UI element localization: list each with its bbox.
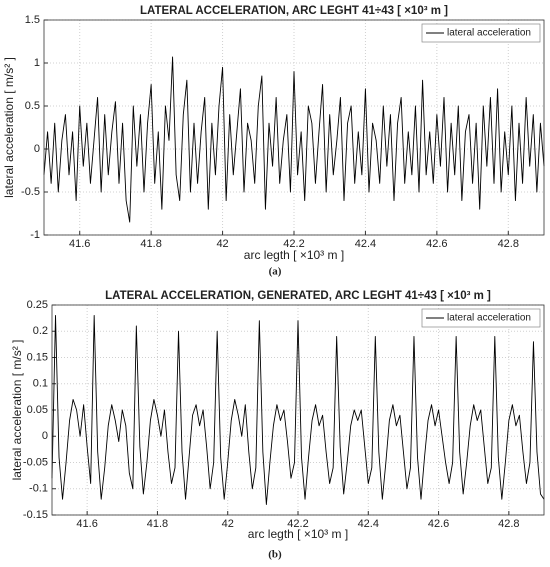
caption: (b) bbox=[268, 549, 282, 561]
x-tick-label: 42.6 bbox=[426, 238, 447, 250]
y-tick-label: 0 bbox=[34, 143, 40, 155]
x-tick-label: 42.6 bbox=[428, 518, 449, 530]
y-axis-label: lateral acceleration [ m/s² ] bbox=[2, 57, 16, 198]
y-tick-label: -0.1 bbox=[29, 483, 48, 495]
plot-frame bbox=[43, 19, 545, 236]
y-tick-label: 0.5 bbox=[25, 100, 40, 112]
y-tick-label: 0.05 bbox=[27, 404, 48, 416]
y-tick-label: -0.05 bbox=[23, 456, 48, 468]
y-tick-label: -0.5 bbox=[21, 186, 40, 198]
plot-area bbox=[44, 20, 544, 235]
x-tick-label: 41.6 bbox=[69, 238, 90, 250]
y-tick-label: 0.2 bbox=[33, 325, 48, 337]
x-tick-label: 42.8 bbox=[498, 238, 519, 250]
y-tick-label: -0.15 bbox=[23, 509, 48, 521]
data-line bbox=[51, 315, 545, 505]
x-axis-label: arc legth [ ×10³ m ] bbox=[244, 248, 344, 262]
y-tick-label: 1 bbox=[34, 57, 40, 69]
y-tick-label: 0.25 bbox=[27, 299, 48, 311]
y-axis-label: lateral acceleration [ m/s² ] bbox=[10, 340, 24, 481]
chart-title: LATERAL ACCELERATION, ARC LEGHT 41÷43 [ … bbox=[140, 5, 448, 17]
legend-box bbox=[421, 308, 541, 328]
data-line bbox=[43, 56, 545, 223]
caption: (a) bbox=[269, 266, 282, 278]
x-tick-label: 41.8 bbox=[140, 238, 161, 250]
x-axis-label: arc legth [ ×10³ m ] bbox=[248, 527, 348, 541]
y-tick-label: 0.15 bbox=[27, 351, 48, 363]
x-tick-label: 42.4 bbox=[355, 238, 376, 250]
legend-label: lateral acceleration bbox=[447, 28, 531, 39]
y-tick-label: 0.1 bbox=[33, 378, 48, 390]
y-tick-label: 0 bbox=[42, 430, 48, 442]
x-tick-label: 42 bbox=[222, 518, 234, 530]
x-tick-label: 41.8 bbox=[147, 518, 168, 530]
x-tick-label: 42.8 bbox=[498, 518, 519, 530]
x-tick-label: 42.2 bbox=[287, 518, 308, 530]
y-tick-label: -1 bbox=[30, 229, 40, 241]
legend-label: lateral acceleration bbox=[447, 313, 531, 324]
x-tick-label: 42 bbox=[216, 238, 228, 250]
x-tick-label: 42.4 bbox=[358, 518, 379, 530]
y-tick-label: 1.5 bbox=[25, 14, 40, 26]
x-tick-label: 42.2 bbox=[283, 238, 304, 250]
plot-frame bbox=[51, 304, 545, 516]
chart-title: LATERAL ACCELERATION, GENERATED, ARC LEG… bbox=[105, 290, 491, 302]
x-tick-label: 41.6 bbox=[76, 518, 97, 530]
legend-box bbox=[421, 23, 541, 43]
